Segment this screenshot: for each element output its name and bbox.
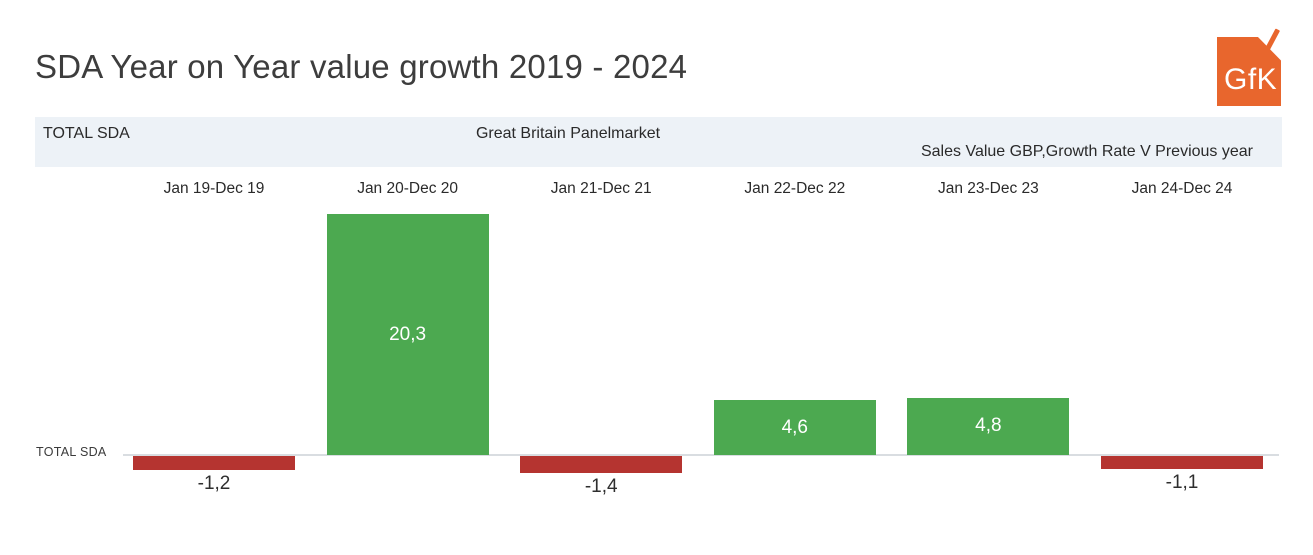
chart-row-label: TOTAL SDA bbox=[36, 445, 107, 459]
bar-positive: 4,6 bbox=[713, 400, 876, 455]
bar-positive: 4,8 bbox=[907, 398, 1070, 455]
band-label-panelmarket: Great Britain Panelmarket bbox=[475, 125, 661, 142]
bar-value-label: 4,6 bbox=[781, 416, 808, 438]
chart-header-band: TOTAL SDA Great Britain Panelmarket Sale… bbox=[35, 117, 1282, 167]
band-label-sales-value: Sales Value GBP,Growth Rate V Previous y… bbox=[920, 143, 1253, 160]
bar-positive: 20,3 bbox=[326, 214, 489, 455]
bar-value-label: 4,8 bbox=[975, 415, 1002, 437]
logo-text: GfK bbox=[1224, 63, 1278, 96]
bar-value-label: -1,4 bbox=[584, 475, 618, 497]
bar-negative bbox=[133, 456, 295, 471]
category-label: Jan 23-Dec 23 bbox=[937, 180, 1039, 197]
bar-negative bbox=[1101, 456, 1263, 470]
category-label: Jan 21-Dec 21 bbox=[550, 180, 652, 197]
chart-baseline bbox=[123, 454, 1279, 456]
category-label: Jan 24-Dec 24 bbox=[1131, 180, 1233, 197]
category-label: Jan 22-Dec 22 bbox=[744, 180, 846, 197]
page-title: SDA Year on Year value growth 2019 - 202… bbox=[35, 48, 688, 85]
bar-value-label: -1,1 bbox=[1165, 472, 1199, 494]
bar-negative bbox=[520, 456, 683, 473]
category-label: Jan 20-Dec 20 bbox=[357, 180, 458, 197]
bar-value-label: 20,3 bbox=[389, 323, 427, 345]
category-label: Jan 19-Dec 19 bbox=[163, 180, 265, 197]
bar-value-label: -1,2 bbox=[197, 473, 231, 495]
gfk-logo: GfK bbox=[1217, 28, 1281, 106]
band-label-total-sda: TOTAL SDA bbox=[43, 125, 130, 142]
